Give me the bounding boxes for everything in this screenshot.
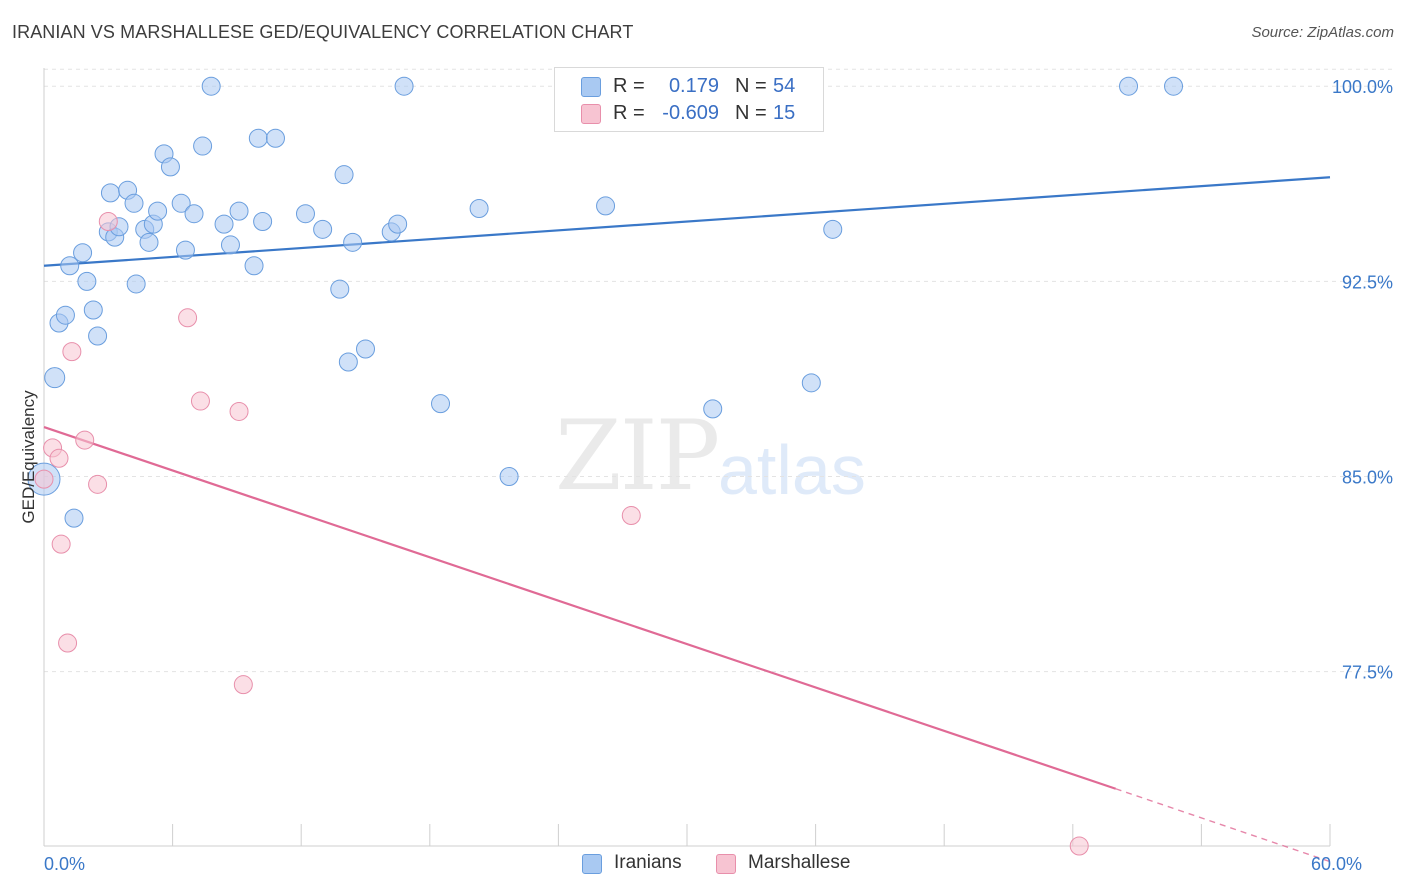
trend-layer — [43, 176, 1331, 863]
iranians-point — [201, 76, 221, 96]
marshallese-point — [62, 342, 82, 362]
iranians-point — [338, 352, 358, 372]
iranians-point — [193, 136, 213, 156]
marshallese-trendline — [43, 426, 1117, 790]
iranians-point — [244, 256, 264, 276]
iranians-point — [60, 256, 80, 276]
series-legend-label: Iranians — [614, 852, 682, 873]
iranians-point — [1119, 76, 1139, 96]
marshallese-point — [98, 212, 118, 232]
iranians-point — [253, 212, 273, 232]
x-tick-label: 60.0% — [1311, 854, 1362, 874]
marshallese-point — [1069, 836, 1089, 856]
legend-r-value: 0.179 — [668, 75, 719, 97]
marshallese-point — [190, 391, 210, 411]
iranians-point — [175, 240, 195, 260]
marshallese-point — [233, 675, 253, 695]
legend-n-label: N = — [735, 102, 767, 124]
y-tick-label: 100.0% — [1332, 77, 1393, 97]
iranians-point — [83, 300, 103, 320]
iranians-point — [248, 128, 268, 148]
y-tick-label: 85.0% — [1342, 468, 1393, 488]
iranians-point — [124, 193, 144, 213]
axis-layer — [43, 68, 1331, 847]
marshallese-point — [621, 506, 641, 526]
iranians-point — [214, 214, 234, 234]
y-axis-title: GED/Equivalency — [19, 390, 38, 524]
legend-n-value: 54 — [773, 75, 796, 97]
iranians-point — [356, 339, 375, 359]
legend-swatch-marshallese — [716, 854, 736, 874]
marshallese-point — [88, 474, 108, 494]
legend-n-label: N = — [735, 75, 767, 97]
iranians-trendline — [43, 176, 1331, 267]
iranians-point — [499, 467, 519, 487]
iranians-point — [64, 508, 84, 528]
legend-n-value: 15 — [773, 102, 796, 124]
series-legend-label: Marshallese — [748, 852, 851, 873]
legend-swatch-iranians — [582, 854, 602, 874]
iranians-point — [703, 399, 723, 419]
iranians-point — [126, 274, 146, 294]
iranians-point — [295, 204, 315, 224]
iranians-point — [100, 183, 120, 203]
marshallese-point — [51, 534, 71, 554]
iranians-point — [77, 271, 97, 291]
iranians-point — [343, 232, 363, 252]
iranians-point — [139, 232, 159, 252]
iranians-point — [313, 219, 333, 239]
iranians-point — [330, 279, 350, 299]
watermark-zip: ZIP — [555, 400, 720, 512]
x-tick-label: 0.0% — [44, 854, 85, 874]
marshallese-point — [178, 308, 198, 328]
iranians-point — [1164, 76, 1184, 96]
iranians-point — [88, 326, 108, 346]
iranians-point — [55, 305, 75, 325]
iranians-point — [171, 193, 191, 213]
legend-swatch-marshallese — [581, 104, 601, 124]
iranians-point — [431, 394, 451, 414]
label-layer: 100.0% 92.5% 85.0% 77.5% 0.0% 60.0% GED/Equiva… — [19, 77, 1393, 874]
legend-r-value: -0.609 — [662, 102, 719, 124]
iranians-point — [229, 201, 249, 221]
legend-row-iranians: R = 0.179 N = 54 — [555, 73, 823, 101]
grid-layer — [44, 68, 1392, 673]
iranians-point — [73, 243, 93, 263]
marshallese-point — [229, 401, 249, 421]
iranians-point — [801, 373, 821, 393]
iranians-point — [148, 201, 168, 221]
legend-r-label: R = — [613, 102, 645, 124]
source-label: Source: ZipAtlas.com — [1251, 24, 1394, 41]
marshallese-point — [34, 469, 54, 489]
iranians-point — [394, 76, 414, 96]
series-legend: Iranians Marshallese — [0, 852, 1406, 878]
iranians-point — [184, 204, 204, 224]
y-tick-label: 77.5% — [1342, 663, 1393, 683]
marshallese-point — [75, 430, 95, 450]
legend-r-label: R = — [613, 75, 645, 97]
y-tick-label: 92.5% — [1342, 272, 1393, 292]
legend-row-marshallese: R = -0.609 N = 15 — [555, 100, 823, 128]
iranians-point — [596, 196, 616, 216]
iranians-point — [469, 199, 489, 219]
iranians-point — [44, 367, 66, 389]
legend-swatch-iranians — [581, 77, 601, 97]
marshallese-trendline-extension — [1115, 788, 1331, 863]
iranians-point — [160, 157, 180, 177]
stats-legend: R = 0.179 N = 54 R = -0.609 N = 15 — [554, 67, 824, 132]
chart-title: IRANIAN VS MARSHALLESE GED/EQUIVALENCY C… — [12, 22, 634, 42]
points-layer — [27, 76, 1184, 856]
marshallese-point — [58, 633, 78, 653]
marshallese-point — [49, 448, 69, 468]
iranians-point — [220, 235, 240, 255]
iranians-point — [334, 165, 354, 185]
iranians-point — [823, 219, 843, 239]
iranians-point — [388, 214, 408, 234]
watermark-atlas: atlas — [718, 431, 866, 509]
iranians-point — [265, 128, 285, 148]
